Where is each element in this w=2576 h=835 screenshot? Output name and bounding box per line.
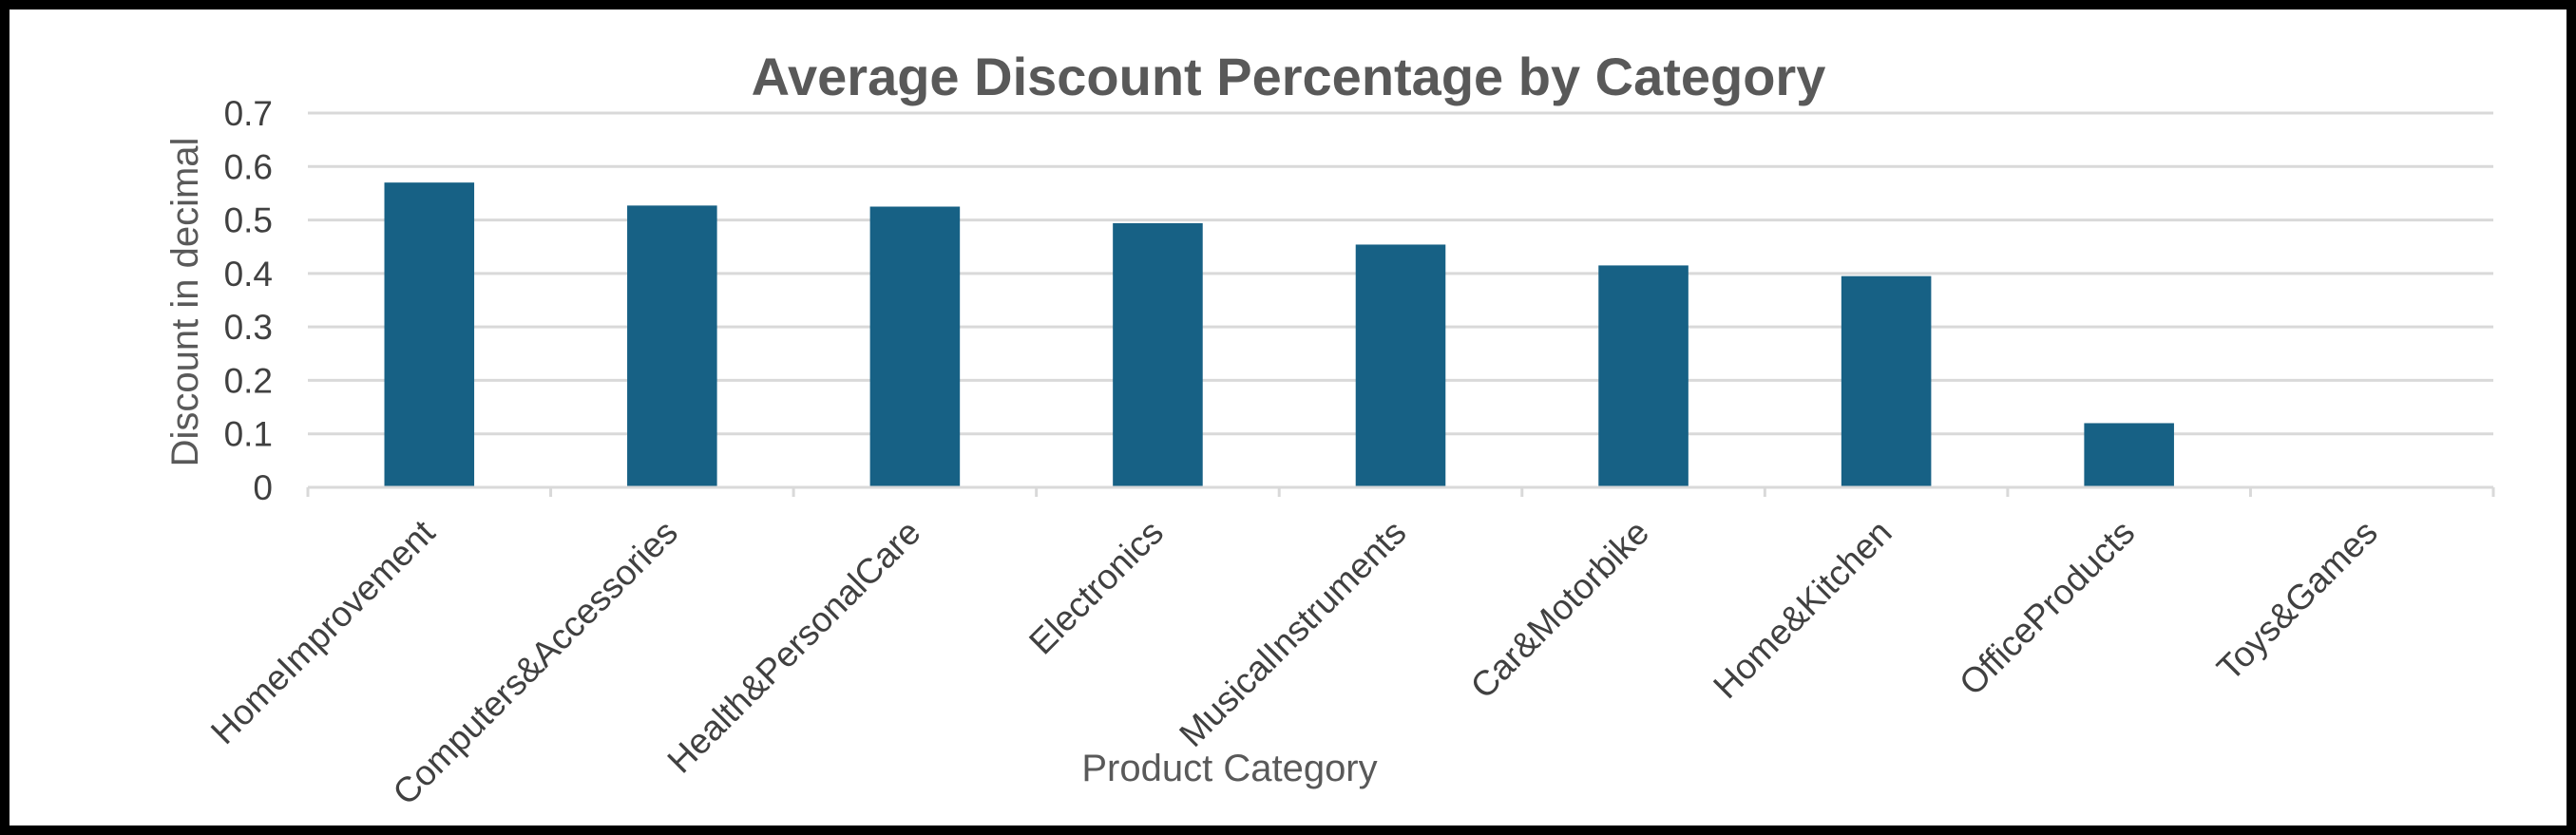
y-tick-label: 0.3 [224,308,273,347]
x-tick-label: MusicalInstruments [1172,513,1413,754]
bar-Home&Kitchen [1841,275,1932,487]
bar-Electronics [1113,222,1203,487]
bars [384,182,2174,488]
bar-OfficeProducts [2084,423,2174,487]
x-tick-label: Health&PersonalCare [660,513,928,781]
y-axis-title: Discount in decimal [164,138,206,467]
x-tick-label: Car&Motorbike [1463,513,1656,706]
bar-Computers&Accessories [627,205,717,488]
x-tick-label: Computers&Accessories [386,513,685,812]
y-tick-label: 0.4 [224,255,273,294]
y-axis-ticks: 0 0.1 0.2 0.3 0.4 0.5 0.6 0.7 [224,94,273,507]
bar-Health&PersonalCare [869,206,961,487]
y-tick-label: 0.1 [224,415,273,454]
x-tick-label: Home&Kitchen [1706,513,1899,707]
x-axis-title: Product Category [1081,748,1377,789]
x-axis [306,485,2495,497]
bar-Car&Motorbike [1598,265,1689,487]
y-tick-label: 0.6 [224,147,273,186]
y-tick-label: 0.7 [224,94,273,133]
y-tick-label: 0.2 [224,361,273,400]
x-tick-label: Toys&Games [2209,513,2385,689]
bar-HomeImprovement [384,182,475,487]
y-tick-label: 0.5 [224,201,273,240]
y-tick-label: 0 [253,468,273,507]
x-tick-label: OfficeProducts [1952,513,2142,703]
x-tick-label: HomeImprovement [203,512,443,751]
x-tick-label: Electronics [1021,513,1171,662]
chart-title: Average Discount Percentage by Category [752,47,1826,106]
bar-MusicalInstruments [1355,244,1446,487]
